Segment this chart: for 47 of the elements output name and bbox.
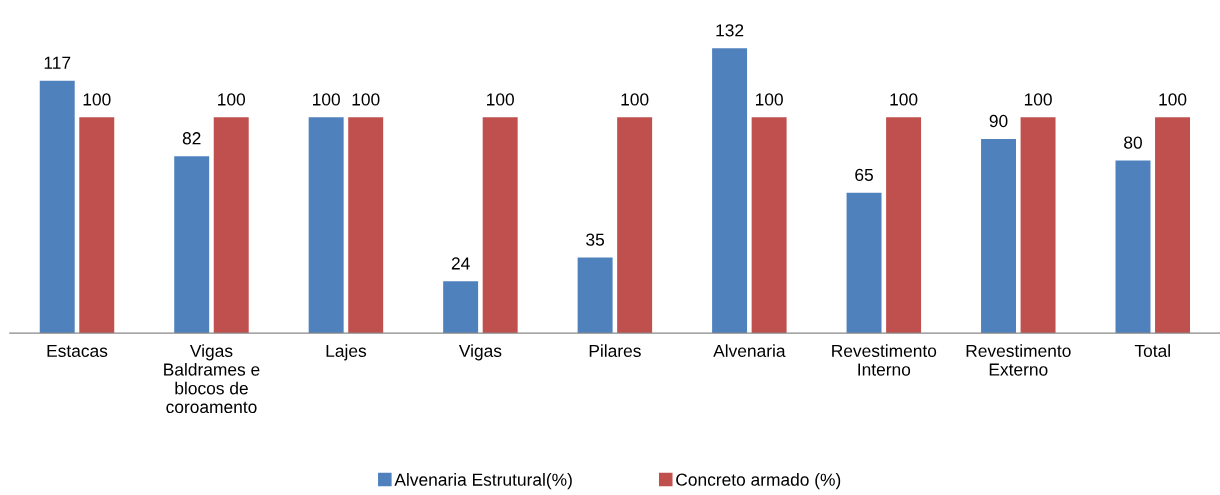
data-label: 100 bbox=[755, 93, 783, 106]
data-label: 117 bbox=[44, 56, 71, 69]
data-label: 132 bbox=[716, 24, 744, 37]
data-label: 100 bbox=[352, 93, 380, 106]
bar bbox=[1020, 117, 1056, 334]
bar bbox=[39, 80, 75, 334]
bar bbox=[482, 117, 518, 334]
data-label: 82 bbox=[182, 132, 201, 145]
bar bbox=[174, 156, 210, 334]
legend-label: Concreto armado (%) bbox=[676, 473, 841, 490]
data-label: 90 bbox=[989, 114, 1008, 128]
data-label: 24 bbox=[451, 257, 470, 270]
data-label: 100 bbox=[1024, 93, 1052, 106]
data-label: 35 bbox=[586, 233, 605, 246]
bar bbox=[981, 138, 1017, 334]
data-label: 100 bbox=[890, 93, 918, 106]
bar bbox=[886, 117, 922, 334]
x-tick-label: Pilares bbox=[589, 344, 641, 357]
x-tick-label: Estacas bbox=[47, 344, 108, 357]
data-label: 100 bbox=[313, 93, 340, 106]
bar bbox=[617, 117, 653, 334]
bar bbox=[1115, 160, 1151, 334]
data-label: 100 bbox=[1159, 93, 1187, 106]
bar bbox=[213, 117, 249, 334]
data-label: 100 bbox=[218, 93, 246, 106]
x-tick-label: Revestimento Externo bbox=[966, 344, 1071, 376]
bar bbox=[751, 117, 787, 334]
bar bbox=[79, 117, 115, 334]
data-label: 100 bbox=[621, 93, 649, 106]
data-label: 80 bbox=[1124, 136, 1142, 149]
data-label: 65 bbox=[855, 168, 873, 182]
bar bbox=[712, 48, 748, 334]
x-tick-label: Total bbox=[1134, 344, 1170, 357]
bar bbox=[1155, 117, 1191, 334]
data-label: 100 bbox=[487, 93, 514, 106]
x-tick-label: Vigas Baldrames e blocos de coroamento bbox=[164, 344, 260, 414]
x-tick-label: Alvenaria bbox=[713, 344, 786, 357]
x-tick-label: Lajes bbox=[326, 344, 367, 361]
bar bbox=[846, 192, 882, 334]
x-tick-label: Revestimento Interno bbox=[832, 344, 937, 376]
data-label: 100 bbox=[83, 93, 111, 106]
bar bbox=[308, 117, 344, 334]
bar bbox=[348, 117, 384, 334]
bar bbox=[443, 281, 479, 334]
legend-label: Alvenaria Estrutural(%) bbox=[394, 473, 572, 490]
x-tick-label: Vigas bbox=[458, 344, 502, 361]
bar bbox=[577, 257, 613, 334]
